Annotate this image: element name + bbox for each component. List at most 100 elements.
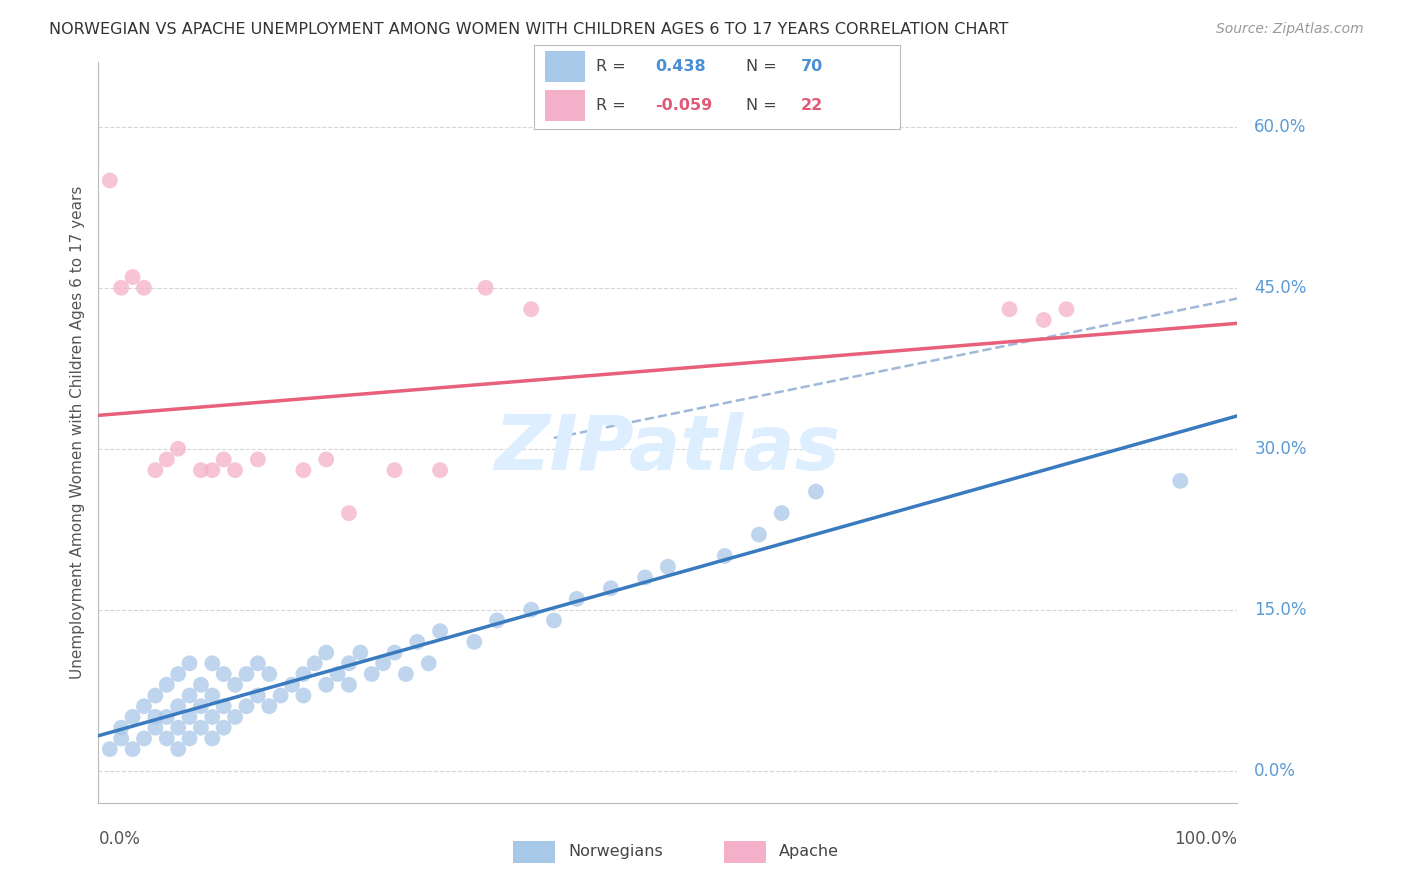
Point [1170, 474, 1192, 488]
Point [600, 581, 623, 595]
Point [259, 699, 281, 714]
Text: NORWEGIAN VS APACHE UNEMPLOYMENT AMONG WOMEN WITH CHILDREN AGES 6 TO 17 YEARS CO: NORWEGIAN VS APACHE UNEMPLOYMENT AMONG W… [49, 22, 1008, 37]
Text: 0.438: 0.438 [655, 59, 706, 74]
Point [224, 678, 246, 692]
Point [156, 710, 179, 724]
Point [121, 710, 143, 724]
Point [292, 463, 315, 477]
Point [224, 463, 246, 477]
Text: N =: N = [747, 59, 782, 74]
FancyBboxPatch shape [546, 52, 585, 82]
Point [121, 742, 143, 756]
Point [384, 463, 406, 477]
Point [132, 731, 155, 746]
Point [145, 721, 167, 735]
Point [292, 667, 315, 681]
Point [132, 699, 155, 714]
Text: N =: N = [747, 98, 782, 113]
Text: 60.0%: 60.0% [1254, 118, 1306, 136]
Point [132, 281, 155, 295]
Point [167, 721, 190, 735]
Point [486, 614, 509, 628]
Point [246, 657, 269, 671]
Point [270, 689, 292, 703]
Point [246, 452, 269, 467]
Point [156, 731, 179, 746]
Point [1056, 302, 1078, 317]
Point [315, 452, 337, 467]
Point [110, 731, 132, 746]
Point [406, 635, 429, 649]
Point [657, 559, 679, 574]
Point [395, 667, 418, 681]
Text: Source: ZipAtlas.com: Source: ZipAtlas.com [1216, 22, 1364, 37]
Point [360, 667, 382, 681]
Point [98, 173, 121, 187]
Point [190, 721, 212, 735]
Point [804, 484, 827, 499]
Point [156, 678, 179, 692]
Point [145, 710, 167, 724]
Text: 30.0%: 30.0% [1254, 440, 1306, 458]
Point [543, 614, 565, 628]
Point [235, 667, 257, 681]
Point [326, 667, 349, 681]
Text: 100.0%: 100.0% [1174, 830, 1237, 847]
Text: Norwegians: Norwegians [568, 845, 662, 859]
Point [190, 463, 212, 477]
Text: 15.0%: 15.0% [1254, 600, 1306, 619]
Point [179, 657, 201, 671]
Point [565, 591, 588, 606]
Text: 0.0%: 0.0% [98, 830, 141, 847]
Point [201, 657, 224, 671]
Point [418, 657, 440, 671]
Text: ZIPatlas: ZIPatlas [495, 412, 841, 486]
Point [304, 657, 326, 671]
Text: 45.0%: 45.0% [1254, 279, 1306, 297]
Point [634, 570, 657, 584]
Point [998, 302, 1021, 317]
Point [167, 742, 190, 756]
Point [429, 463, 451, 477]
Text: 22: 22 [801, 98, 824, 113]
Text: 0.0%: 0.0% [1254, 762, 1296, 780]
Point [224, 710, 246, 724]
Point [201, 731, 224, 746]
Point [167, 667, 190, 681]
Point [212, 452, 235, 467]
Point [201, 463, 224, 477]
Point [714, 549, 737, 563]
Point [259, 667, 281, 681]
Text: 70: 70 [801, 59, 824, 74]
Point [474, 281, 496, 295]
Point [212, 721, 235, 735]
Text: R =: R = [596, 98, 631, 113]
Point [463, 635, 485, 649]
Point [145, 463, 167, 477]
Text: R =: R = [596, 59, 631, 74]
Point [520, 602, 543, 616]
Point [429, 624, 451, 639]
Point [337, 678, 360, 692]
Point [145, 689, 167, 703]
Point [384, 646, 406, 660]
Point [212, 699, 235, 714]
Point [235, 699, 257, 714]
Point [246, 689, 269, 703]
Text: Apache: Apache [779, 845, 839, 859]
Point [201, 710, 224, 724]
Point [110, 721, 132, 735]
Point [190, 699, 212, 714]
Point [179, 710, 201, 724]
FancyBboxPatch shape [724, 840, 766, 863]
Point [179, 731, 201, 746]
Point [315, 678, 337, 692]
Point [770, 506, 793, 520]
Point [98, 742, 121, 756]
Point [371, 657, 394, 671]
Point [520, 302, 543, 317]
Text: -0.059: -0.059 [655, 98, 713, 113]
Point [281, 678, 304, 692]
Point [337, 657, 360, 671]
Point [748, 527, 770, 541]
